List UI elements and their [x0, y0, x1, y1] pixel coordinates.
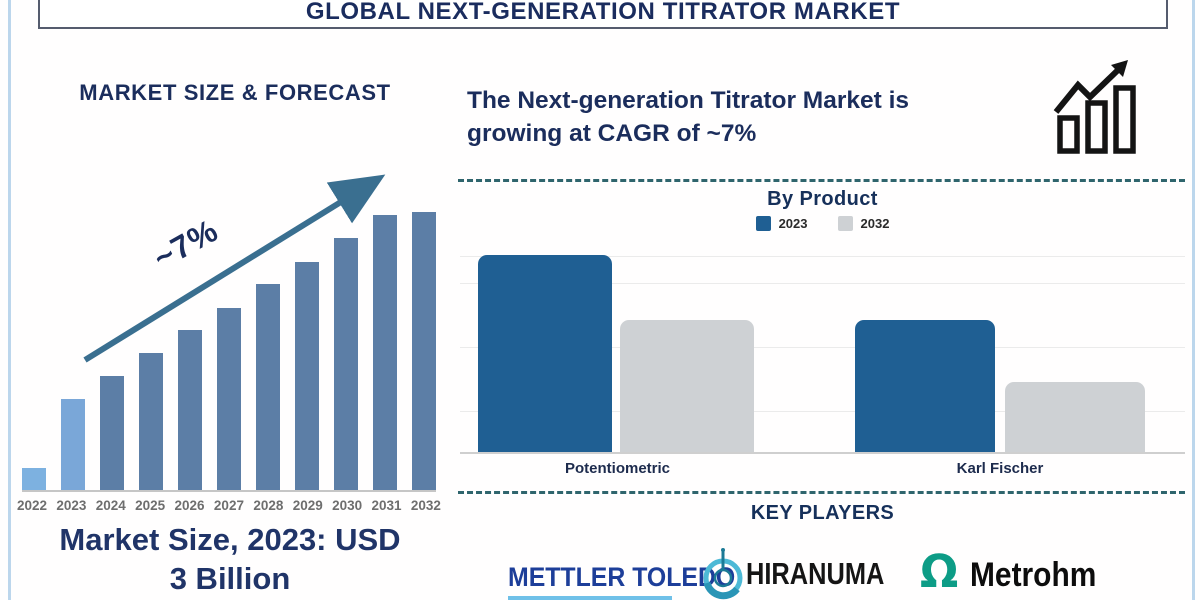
hiranuma-logo-icon [703, 548, 743, 600]
year-tick: 2030 [332, 498, 363, 513]
by-product-legend: 2023 2032 [460, 216, 1185, 231]
forecast-bar-2023 [61, 399, 85, 490]
legend-item-2023: 2023 [755, 216, 808, 231]
forecast-bar-2029 [295, 262, 319, 490]
dashed-divider-top [458, 179, 1185, 182]
year-tick: 2027 [213, 498, 244, 513]
market-size-callout: Market Size, 2023: USD 3 Billion [10, 520, 450, 598]
bar-potentiometric-2032 [620, 320, 754, 452]
metrohm-logo: Metrohm [970, 556, 1097, 594]
year-tick: 2026 [174, 498, 205, 513]
forecast-bar-2027 [217, 308, 241, 490]
legend-label-2023: 2023 [778, 216, 808, 231]
page-border-right [1192, 0, 1195, 600]
legend-swatch-2023 [755, 216, 771, 231]
cagr-headline: The Next-generation Titrator Market is g… [467, 84, 909, 150]
year-tick: 2029 [292, 498, 323, 513]
gridline [460, 283, 1185, 284]
year-tick: 2022 [16, 498, 48, 513]
mettler-toledo-logo: METTLER TOLEDO [508, 562, 736, 592]
trend-chart-icon [1053, 60, 1136, 154]
metrohm-logo-icon: Ω [920, 545, 959, 598]
forecast-bar-2026 [178, 330, 202, 490]
page-title: GLOBAL NEXT-GENERATION TITRATOR MARKET [305, 0, 901, 25]
market-size-line2: 3 Billion [169, 561, 291, 596]
hiranuma-logo: HIRANUMA [746, 556, 885, 591]
year-tick: 2032 [410, 498, 441, 513]
legend-label-2032: 2032 [860, 216, 890, 231]
by-product-title: By Product [767, 188, 878, 210]
dashed-divider-bottom [458, 491, 1185, 494]
market-size-line1: Market Size, 2023: USD [59, 522, 401, 557]
forecast-bar-2022 [22, 468, 46, 490]
year-tick: 2028 [253, 498, 284, 513]
header: GLOBAL NEXT-GENERATION TITRATOR MARKET [38, 0, 1168, 29]
forecast-bar-chart [22, 208, 436, 492]
by-product-bar-chart [460, 250, 1185, 454]
year-tick: 2031 [371, 498, 402, 513]
gridline [460, 256, 1185, 257]
legend-item-2032: 2032 [837, 216, 890, 231]
category-label-karlfischer: Karl Fischer [956, 460, 1044, 477]
forecast-bar-2028 [256, 284, 280, 490]
mettler-toledo-logo-underline [508, 596, 672, 600]
bar-potentiometric-2023 [478, 255, 612, 452]
key-players-title: KEY PLAYERS [750, 502, 895, 524]
forecast-bar-2030 [334, 238, 358, 490]
forecast-section-title: MARKET SIZE & FORECAST [79, 80, 391, 105]
gridline [460, 411, 1185, 412]
bar-karlfischer-2023 [855, 320, 995, 452]
page-border-left [8, 0, 11, 600]
legend-swatch-2032 [837, 216, 853, 231]
forecast-bar-2024 [100, 376, 124, 490]
forecast-bar-2031 [373, 215, 397, 490]
headline-line2: growing at CAGR of ~7% [467, 120, 757, 147]
forecast-x-axis: 2022 2023 2024 2025 2026 2027 2028 2029 … [13, 498, 445, 513]
category-label-potentiometric: Potentiometric [564, 460, 670, 477]
bar-karlfischer-2032 [1005, 382, 1145, 452]
growth-arrow-icon [83, 174, 386, 363]
gridline [460, 347, 1185, 348]
forecast-bar-2032 [412, 212, 436, 490]
forecast-bar-2025 [139, 353, 163, 490]
year-tick: 2025 [135, 498, 166, 513]
year-tick: 2023 [56, 498, 87, 513]
headline-line1: The Next-generation Titrator Market is [467, 87, 910, 114]
year-tick: 2024 [95, 498, 126, 513]
